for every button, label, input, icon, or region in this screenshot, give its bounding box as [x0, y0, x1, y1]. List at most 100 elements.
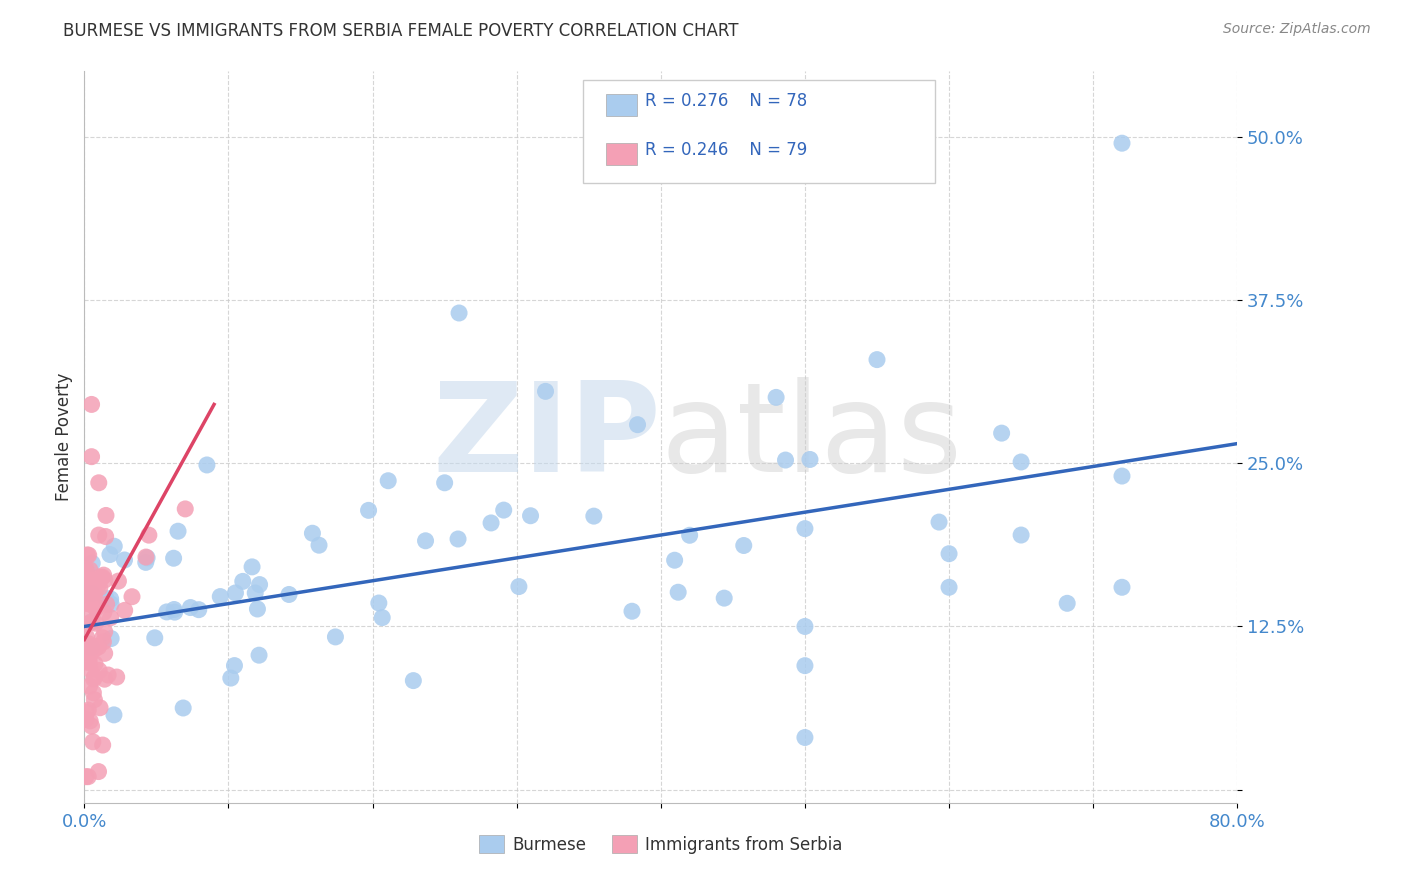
Text: BURMESE VS IMMIGRANTS FROM SERBIA FEMALE POVERTY CORRELATION CHART: BURMESE VS IMMIGRANTS FROM SERBIA FEMALE… [63, 22, 738, 40]
Point [80, 615, 103, 629]
Point [582, 509, 605, 524]
Point [402, 673, 425, 688]
Point [79, 563, 101, 577]
Point [82, 583, 104, 598]
Point [136, 550, 159, 565]
Point [82, 574, 104, 588]
Point [479, 516, 502, 530]
Point [357, 503, 380, 517]
Point [75, 617, 97, 632]
Point [713, 591, 735, 606]
Point [938, 547, 960, 561]
Point [938, 580, 960, 594]
Point [79, 606, 101, 620]
Point [79, 714, 101, 728]
Point [77, 637, 100, 651]
Point [80, 640, 103, 655]
Point [76, 641, 98, 656]
Point [100, 610, 122, 624]
Point [794, 658, 817, 673]
Point [433, 475, 456, 490]
Point [163, 605, 186, 619]
Point [447, 532, 470, 546]
Point [82, 615, 104, 630]
Point [91, 738, 114, 752]
Point [89, 700, 111, 714]
Point [87, 528, 110, 542]
Point [492, 503, 515, 517]
Point [1111, 136, 1133, 151]
Point [93, 605, 115, 619]
Point [87, 578, 110, 592]
Point [799, 452, 821, 467]
Point [77, 654, 100, 668]
Point [866, 352, 889, 367]
Point [75, 569, 97, 583]
Point [83, 587, 105, 601]
Point [249, 577, 271, 591]
Point [1111, 469, 1133, 483]
Point [75, 705, 97, 719]
Point [135, 549, 157, 564]
Point [94, 508, 117, 523]
Point [209, 590, 232, 604]
Point [80, 397, 103, 411]
Point [103, 707, 125, 722]
Point [664, 553, 686, 567]
Point [82, 591, 104, 605]
Point [371, 610, 394, 624]
Point [162, 551, 184, 566]
Point [84, 640, 107, 654]
Point [77, 580, 100, 594]
Point [89, 581, 111, 595]
Point [83, 672, 105, 686]
Point [91, 631, 114, 645]
Point [87, 664, 110, 678]
Point [187, 602, 209, 616]
Point [1111, 580, 1133, 594]
Y-axis label: Female Poverty: Female Poverty [55, 373, 73, 501]
Point [174, 502, 197, 516]
Point [167, 524, 190, 539]
Point [87, 640, 110, 654]
Point [75, 770, 97, 784]
Point [94, 573, 117, 587]
Point [94, 591, 117, 606]
Point [84, 657, 107, 671]
Point [325, 630, 347, 644]
Point [114, 553, 136, 567]
Point [80, 450, 103, 464]
Point [415, 533, 437, 548]
Point [534, 384, 557, 399]
Point [107, 574, 129, 588]
Point [219, 671, 242, 685]
Point [75, 596, 97, 610]
Point [621, 604, 644, 618]
Point [80, 598, 103, 612]
Point [84, 641, 107, 656]
Point [86, 600, 108, 615]
Point [83, 587, 105, 601]
Point [794, 731, 817, 745]
Point [278, 587, 301, 601]
Point [93, 568, 115, 582]
Point [77, 548, 100, 562]
Point [82, 735, 104, 749]
Point [82, 686, 104, 700]
Point [232, 574, 254, 589]
Point [79, 662, 101, 676]
Point [928, 515, 950, 529]
Point [80, 719, 103, 733]
Point [75, 712, 97, 726]
Point [77, 656, 100, 670]
Point [100, 597, 122, 611]
Point [87, 764, 110, 779]
Point [1056, 596, 1078, 610]
Point [794, 522, 817, 536]
Point [367, 596, 389, 610]
Point [308, 538, 330, 552]
Point [94, 529, 117, 543]
Point [121, 590, 143, 604]
Point [77, 703, 100, 717]
Point [79, 647, 101, 661]
